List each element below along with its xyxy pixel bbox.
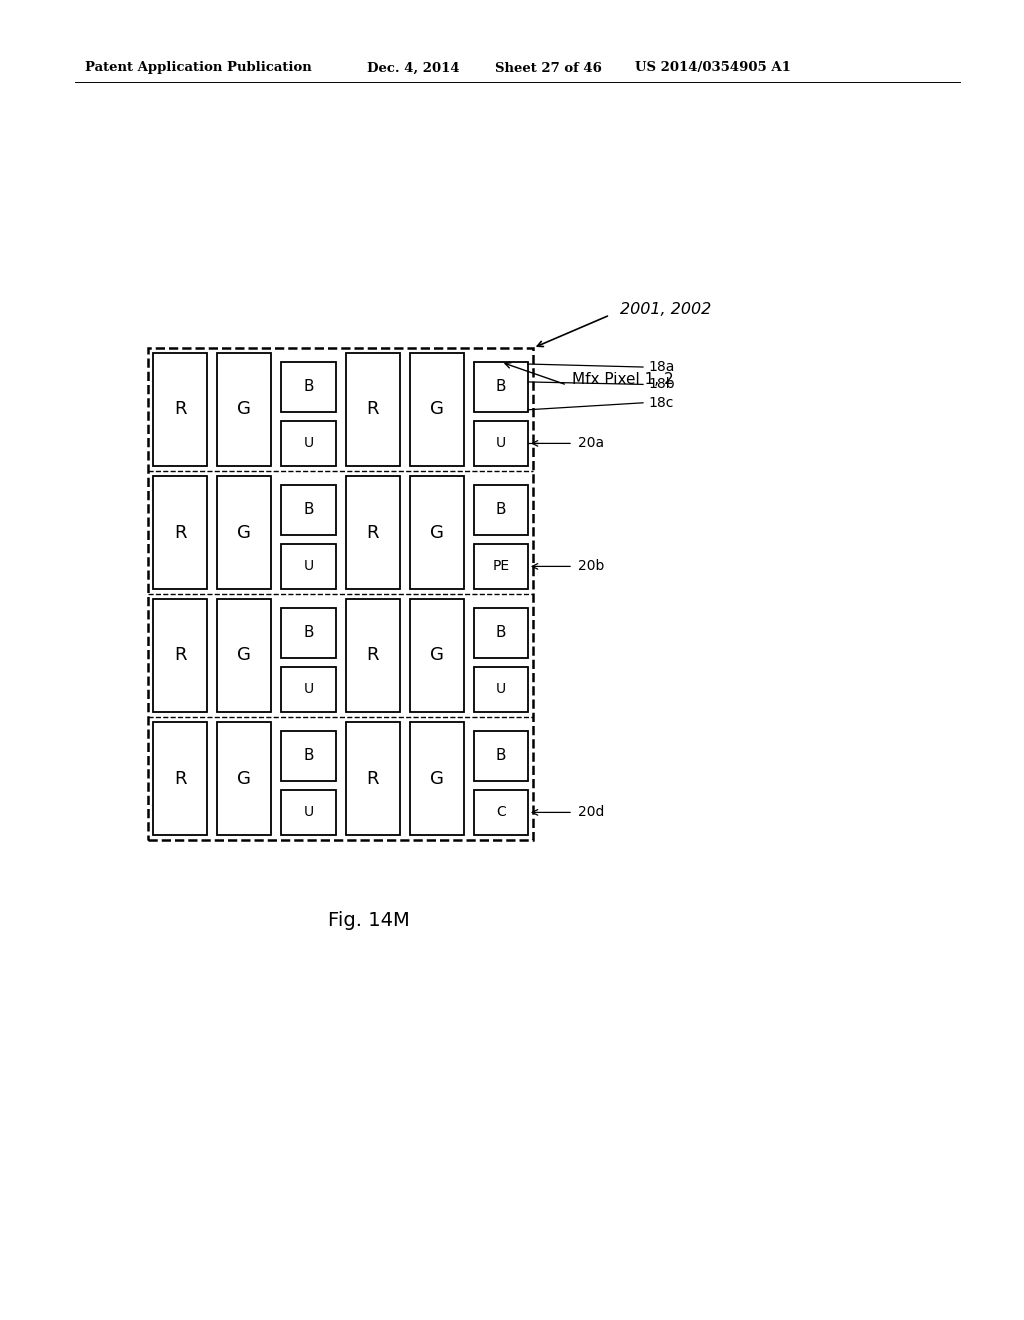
- Text: U: U: [496, 682, 506, 697]
- Bar: [217, 599, 271, 711]
- Text: 20d: 20d: [578, 805, 604, 820]
- Bar: [282, 731, 336, 780]
- Text: G: G: [238, 524, 251, 541]
- Bar: [282, 362, 336, 412]
- Bar: [410, 352, 464, 466]
- Bar: [410, 722, 464, 836]
- Text: R: R: [367, 400, 379, 418]
- Text: Dec. 4, 2014: Dec. 4, 2014: [367, 62, 460, 74]
- Text: B: B: [496, 503, 506, 517]
- Bar: [345, 722, 399, 836]
- Text: B: B: [303, 379, 313, 395]
- Bar: [153, 477, 207, 589]
- Text: B: B: [303, 748, 313, 763]
- Text: B: B: [496, 379, 506, 395]
- Bar: [345, 477, 399, 589]
- Text: Fig. 14M: Fig. 14M: [328, 911, 410, 929]
- Text: 18a: 18a: [648, 360, 675, 374]
- Bar: [345, 599, 399, 711]
- Text: R: R: [367, 770, 379, 788]
- Text: G: G: [238, 647, 251, 664]
- Bar: [474, 609, 528, 657]
- Text: 18c: 18c: [648, 396, 674, 409]
- Bar: [282, 484, 336, 535]
- Text: PE: PE: [493, 560, 510, 573]
- Bar: [282, 667, 336, 711]
- Text: U: U: [496, 437, 506, 450]
- Text: 18b: 18b: [648, 378, 675, 392]
- Text: US 2014/0354905 A1: US 2014/0354905 A1: [635, 62, 791, 74]
- Bar: [217, 477, 271, 589]
- Text: U: U: [303, 437, 313, 450]
- Bar: [474, 789, 528, 836]
- Text: R: R: [174, 400, 186, 418]
- Bar: [153, 722, 207, 836]
- Text: U: U: [303, 682, 313, 697]
- Text: 20b: 20b: [578, 560, 604, 573]
- Text: B: B: [303, 626, 313, 640]
- Text: R: R: [174, 647, 186, 664]
- Text: G: G: [430, 400, 443, 418]
- Text: 2001, 2002: 2001, 2002: [620, 302, 712, 318]
- Bar: [148, 348, 534, 840]
- Bar: [410, 477, 464, 589]
- Bar: [474, 421, 528, 466]
- Text: B: B: [496, 748, 506, 763]
- Text: B: B: [303, 503, 313, 517]
- Text: R: R: [367, 647, 379, 664]
- Bar: [217, 722, 271, 836]
- Bar: [153, 352, 207, 466]
- Bar: [474, 484, 528, 535]
- Bar: [345, 352, 399, 466]
- Bar: [153, 599, 207, 711]
- Text: B: B: [496, 626, 506, 640]
- Bar: [282, 421, 336, 466]
- Text: G: G: [238, 400, 251, 418]
- Text: Mfx Pixel 1, 2: Mfx Pixel 1, 2: [572, 372, 674, 388]
- Text: 20a: 20a: [578, 437, 604, 450]
- Text: U: U: [303, 805, 313, 820]
- Bar: [474, 667, 528, 711]
- Bar: [410, 599, 464, 711]
- Text: Patent Application Publication: Patent Application Publication: [85, 62, 311, 74]
- Text: C: C: [496, 805, 506, 820]
- Text: G: G: [238, 770, 251, 788]
- Bar: [282, 789, 336, 836]
- Text: R: R: [174, 524, 186, 541]
- Bar: [282, 609, 336, 657]
- Text: G: G: [430, 524, 443, 541]
- Bar: [474, 544, 528, 589]
- Text: G: G: [430, 647, 443, 664]
- Bar: [474, 362, 528, 412]
- Bar: [474, 731, 528, 780]
- Text: U: U: [303, 560, 313, 573]
- Text: G: G: [430, 770, 443, 788]
- Text: R: R: [174, 770, 186, 788]
- Bar: [217, 352, 271, 466]
- Bar: [282, 544, 336, 589]
- Text: Sheet 27 of 46: Sheet 27 of 46: [495, 62, 602, 74]
- Text: R: R: [367, 524, 379, 541]
